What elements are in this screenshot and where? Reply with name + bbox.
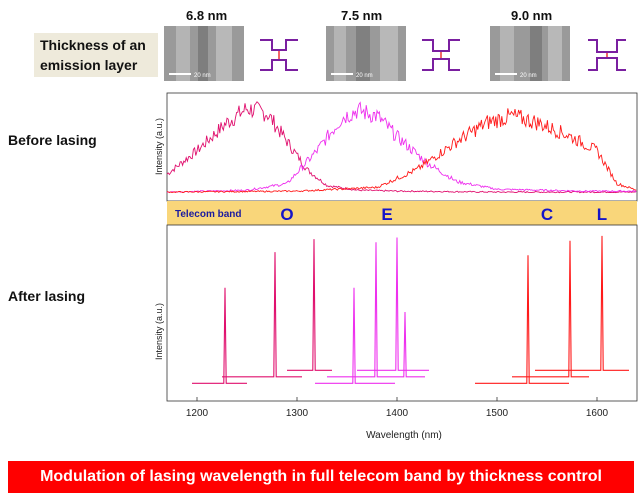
thickness-label-line1: Thickness of an <box>40 37 146 53</box>
quantum-well-icon-3 <box>588 39 626 71</box>
telecom-band-label: Telecom band <box>175 209 242 220</box>
sample-3-thickness: 9.0 nm <box>511 8 553 23</box>
after-series-9 <box>535 235 629 371</box>
after-series-4 <box>315 287 395 384</box>
before-series-1 <box>166 101 637 194</box>
scale-bar-1 <box>169 73 191 75</box>
x-tick-label-1200: 1200 <box>186 408 209 419</box>
sem-image-1: 20 nm <box>164 26 244 81</box>
band-letter-c: C <box>541 205 553 224</box>
after-lasing-label: After lasing <box>8 288 86 304</box>
band-letter-e: E <box>381 205 392 224</box>
after-series-1 <box>192 287 247 384</box>
sample-2-thickness: 7.5 nm <box>341 8 383 23</box>
scale-bar-3 <box>495 73 517 75</box>
telecom-band-fill <box>167 201 637 225</box>
after-series-6 <box>357 237 429 371</box>
scale-label-3: 20 nm <box>520 73 537 79</box>
quantum-well-icon-1 <box>260 39 298 71</box>
after-series-2 <box>222 252 302 378</box>
x-tick-label-1400: 1400 <box>386 408 409 419</box>
before-y-axis-label: Intensity (a.u.) <box>154 118 164 175</box>
after-lasing-panel: 1200 1300 1400 1500 1600 Intensity (a.u.) Wa… <box>154 224 638 441</box>
summary-banner: Modulation of lasing wavelength in full … <box>8 461 634 493</box>
after-series-7 <box>475 255 569 384</box>
before-lasing-panel: Intensity (a.u.) <box>154 92 638 202</box>
before-panel-frame <box>166 92 638 202</box>
scale-bar-2 <box>331 73 353 75</box>
x-tick-label-1300: 1300 <box>286 408 309 419</box>
sample-1-thickness: 6.8 nm <box>186 8 228 23</box>
quantum-well-icon-2 <box>422 39 460 71</box>
sem-image-2: 20 nm <box>326 26 406 81</box>
x-axis-label: Wavelength (nm) <box>366 430 442 441</box>
before-series-3 <box>166 108 637 194</box>
thickness-label-line2: emission layer <box>40 57 138 73</box>
after-series-5 <box>327 242 425 378</box>
scale-label-2: 20 nm <box>356 73 373 79</box>
before-series-2 <box>166 101 637 193</box>
band-letter-l: L <box>597 205 607 224</box>
after-series-8 <box>512 240 589 378</box>
thickness-label: Thickness of an emission layer <box>34 33 158 77</box>
after-series-3 <box>287 239 332 371</box>
after-panel-frame <box>166 224 638 402</box>
before-lasing-label: Before lasing <box>8 132 97 148</box>
sem-image-3: 20 nm <box>490 26 570 81</box>
x-tick-label-1600: 1600 <box>586 408 609 419</box>
band-letter-o: O <box>280 205 293 224</box>
after-y-axis-label: Intensity (a.u.) <box>154 303 164 360</box>
telecom-band: Telecom band O E C L <box>167 201 637 225</box>
x-tick-label-1500: 1500 <box>486 408 509 419</box>
scale-label-1: 20 nm <box>194 73 211 79</box>
